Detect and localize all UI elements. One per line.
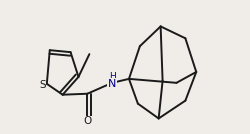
Text: N: N	[108, 79, 116, 89]
Text: H: H	[109, 72, 116, 81]
Text: O: O	[83, 116, 92, 126]
Text: S: S	[39, 80, 46, 90]
